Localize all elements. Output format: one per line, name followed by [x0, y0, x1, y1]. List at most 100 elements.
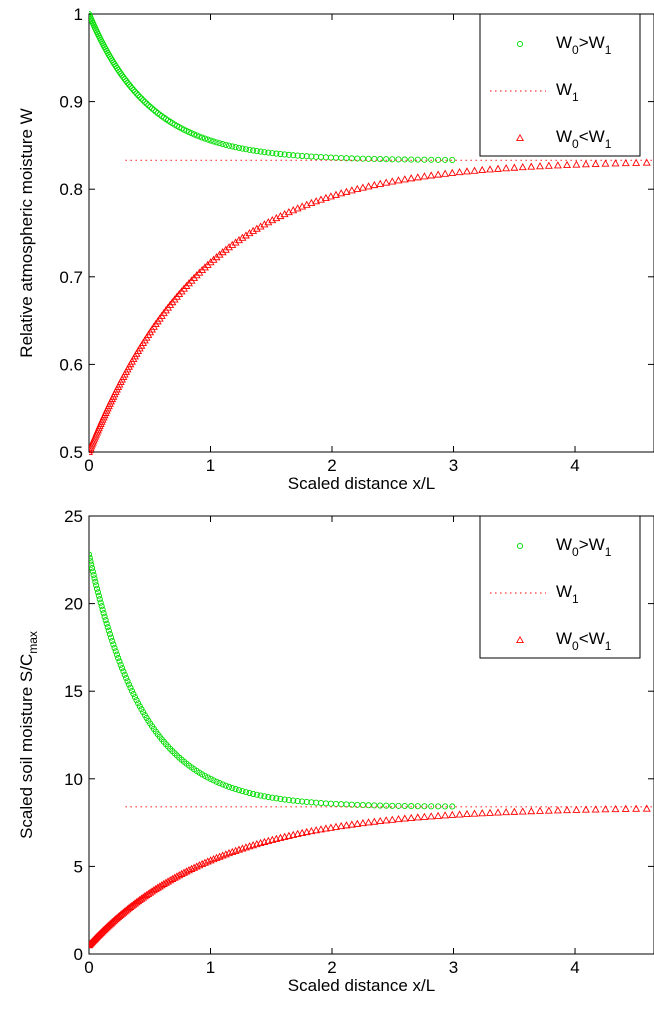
data-point-circle [89, 558, 94, 565]
data-point-circle [261, 793, 268, 800]
data-point-circle [93, 582, 100, 589]
data-point-circle [100, 610, 107, 617]
data-point-circle [121, 671, 128, 678]
data-point-triangle [470, 166, 479, 174]
legend-label-sub: 0 [572, 137, 579, 151]
data-point-circle [408, 156, 415, 163]
data-point-circle [246, 146, 253, 153]
data-point-triangle [382, 178, 391, 186]
data-point-circle [377, 156, 384, 163]
data-point-circle [290, 797, 297, 804]
data-point-triangle [190, 863, 199, 871]
data-point-circle [127, 83, 134, 90]
data-point-triangle [601, 159, 610, 167]
legend-label-sub: 0 [572, 639, 579, 653]
data-point-circle [89, 551, 93, 558]
data-point-triangle [122, 906, 131, 914]
data-point-circle [112, 648, 119, 655]
data-point-circle [303, 798, 310, 805]
data-point-triangle [120, 907, 129, 915]
data-point-circle [408, 803, 415, 810]
data-point-triangle [486, 165, 494, 173]
data-point-circle [395, 156, 402, 163]
data-point-triangle [581, 805, 590, 813]
data-point-circle [125, 81, 133, 88]
data-point-circle [250, 790, 257, 797]
legend-label-mid: >W [579, 535, 605, 554]
data-point-triangle [238, 233, 247, 241]
data-point-triangle [89, 446, 94, 454]
data-point-circle [281, 151, 288, 158]
data-point-triangle [572, 160, 581, 168]
data-point-circle [377, 802, 384, 809]
legend-circle-icon [516, 542, 524, 550]
data-point-triangle [231, 238, 240, 246]
y-axis-title-sub: max [26, 631, 40, 654]
data-point-triangle [321, 193, 330, 201]
data-point-triangle [317, 195, 325, 203]
data-point-triangle [536, 162, 544, 170]
data-point-circle [102, 617, 109, 624]
data-point-triangle [413, 813, 422, 821]
chart-panel-1: 0 1 2 3 4 0.5 0.6 0.7 0.8 0.9 1 Scaled distance x/L… [17, 5, 654, 493]
data-point-triangle [400, 814, 409, 822]
data-point-circle [229, 784, 236, 792]
data-point-circle [135, 700, 142, 707]
x-tick-label: 3 [449, 958, 458, 977]
data-point-triangle [312, 197, 321, 205]
legend-label: W0>W1 [556, 535, 612, 559]
legend-box [479, 13, 641, 157]
y-axis-title-main: Scaled soil moisture S/C [17, 654, 36, 839]
data-point-triangle [527, 807, 536, 815]
data-point-triangle [358, 183, 367, 191]
data-point-triangle [563, 160, 572, 168]
data-point-triangle [553, 161, 562, 169]
data-point-triangle [448, 810, 457, 818]
data-point-triangle [642, 158, 651, 166]
data-point-circle [92, 578, 99, 585]
x-tick-label: 4 [570, 958, 579, 977]
data-point-triangle [135, 895, 144, 903]
data-point-triangle [581, 160, 590, 168]
data-point-triangle [134, 896, 143, 905]
data-point-triangle [502, 808, 511, 816]
series-3 [89, 158, 651, 456]
data-point-circle [239, 145, 246, 152]
data-point-circle [204, 774, 211, 781]
data-point-triangle [434, 811, 443, 819]
legend-label-main: W [556, 535, 572, 554]
data-point-circle [428, 156, 435, 163]
data-point-circle [265, 793, 272, 801]
data-point-triangle [192, 862, 201, 870]
data-point-circle [120, 668, 127, 675]
data-point-circle [401, 156, 408, 163]
data-point-triangle [448, 168, 457, 176]
data-point-circle [124, 79, 131, 86]
data-point-triangle [502, 164, 511, 172]
data-point-circle [359, 155, 366, 162]
data-point-triangle [337, 821, 346, 830]
legend-label-main: W [556, 33, 572, 52]
legend-label-sub: 0 [572, 545, 579, 559]
data-point-triangle [358, 818, 367, 827]
data-point-triangle [420, 812, 429, 820]
legend-label-main: W [556, 629, 572, 648]
data-point-triangle [478, 165, 487, 174]
y-tick-label: 0.6 [59, 355, 83, 374]
data-point-triangle [591, 159, 600, 167]
data-point-circle [277, 795, 284, 803]
data-point-circle [299, 798, 306, 805]
data-point-circle [89, 554, 93, 561]
data-point-circle [109, 637, 116, 645]
data-point-triangle [218, 851, 227, 859]
data-point-circle [401, 802, 408, 810]
data-point-circle [130, 86, 137, 93]
data-point-circle [239, 788, 246, 795]
data-point-circle [213, 778, 220, 785]
data-point-circle [143, 100, 150, 107]
data-point-triangle [184, 866, 193, 874]
x-tick-label: 1 [206, 958, 215, 977]
x-axis-title: Scaled distance x/L [288, 474, 435, 493]
